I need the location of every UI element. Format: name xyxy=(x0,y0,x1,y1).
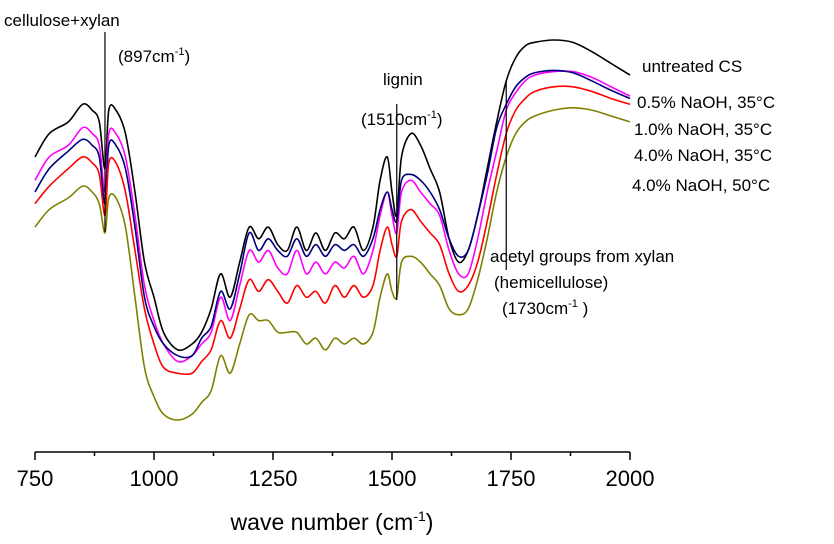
annotation-cellulose-xylan: cellulose+xylan xyxy=(4,11,120,30)
legend-label-4-0-naoh-35c: 4.0% NaOH, 35°C xyxy=(634,146,772,165)
x-tick-label-1250: 1250 xyxy=(249,466,298,491)
series-line-4 xyxy=(34,107,631,421)
x-tick-label-2000: 2000 xyxy=(606,466,655,491)
x-axis: 750 1000 1250 1500 1750 2000 xyxy=(17,451,655,491)
x-tick-label-1750: 1750 xyxy=(487,466,536,491)
series-line-1 xyxy=(34,70,631,363)
annotation-acetyl: acetyl groups from xylan xyxy=(490,247,674,266)
series-line-3 xyxy=(34,85,631,376)
x-tick-label-750: 750 xyxy=(17,466,54,491)
legend-label-1-0-naoh-35c: 1.0% NaOH, 35°C xyxy=(634,120,772,139)
x-tick-label-1000: 1000 xyxy=(130,466,179,491)
series-line-0 xyxy=(34,39,631,352)
series-layer xyxy=(34,39,631,421)
annotation-lignin-wavenumber: (1510cm-1) xyxy=(361,109,443,129)
annotation-acetyl-hemicellulose: (hemicellulose) xyxy=(494,273,608,292)
legend-label-4-0-naoh-50c: 4.0% NaOH, 50°C xyxy=(632,176,770,195)
marker-layer xyxy=(104,32,507,300)
annotation-cellulose-xylan-wavenumber: (897cm-1) xyxy=(118,46,190,66)
legend-label-untreated: untreated CS xyxy=(642,57,742,76)
x-axis-title: wave number (cm-1) xyxy=(230,508,434,535)
legend-label-0-5-naoh-35c: 0.5% NaOH, 35°C xyxy=(637,93,775,112)
x-tick-label-1500: 1500 xyxy=(368,466,417,491)
annotation-lignin: lignin xyxy=(383,70,423,89)
annotation-acetyl-wavenumber: (1730cm-1 ) xyxy=(502,298,588,318)
series-line-2 xyxy=(34,69,631,359)
